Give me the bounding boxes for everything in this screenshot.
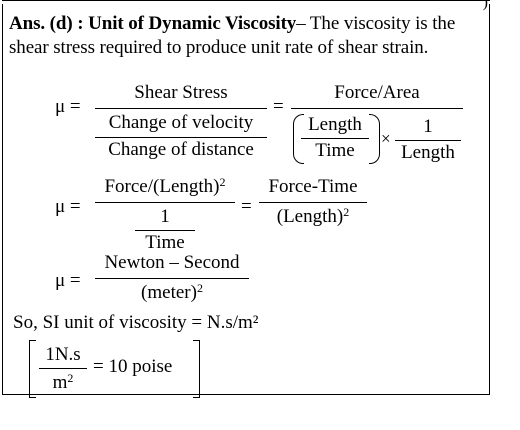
fraction-denominator: m2 [39, 371, 87, 395]
one-label: 1 [423, 116, 433, 137]
fraction-force-area: Force/Area [291, 82, 463, 166]
m-text: m [52, 372, 68, 393]
time-label: Time [145, 232, 185, 253]
fraction-newton-second: Newton – Second (meter)2 [95, 252, 249, 308]
answer-card: Ans. (d) : Unit of Dynamic Viscosity– Th… [2, 4, 490, 398]
velocity-over-distance: Change of velocity Change of distance [95, 112, 267, 162]
fraction-bar [95, 137, 267, 138]
fraction-bar [259, 202, 367, 203]
fraction-bar [301, 138, 369, 139]
exponent: 2 [219, 175, 226, 189]
fraction-denominator: (meter)2 [95, 281, 249, 305]
fraction-bar [291, 108, 463, 109]
fraction-bar [395, 140, 461, 141]
right-bracket [193, 340, 200, 398]
fraction-numerator: 1N.s [45, 344, 81, 365]
length-label: Length [401, 142, 455, 163]
time-label: Time [315, 140, 355, 161]
poise-relation: 1N.s m2 = 10 poise [3, 4, 489, 404]
left-bracket [29, 340, 36, 398]
mu-symbol: μ = [55, 96, 81, 117]
exponent: 2 [343, 205, 350, 219]
equation-1: μ = Shear Stress Change of velocity Chan… [3, 4, 489, 174]
length-paren-text: (Length) [276, 206, 344, 227]
fraction-bar [95, 202, 235, 203]
fraction-bar [39, 368, 87, 369]
one-over-time: 1 Time [135, 206, 195, 254]
fraction-bar [135, 230, 195, 231]
fraction-denominator: (Length)2 [259, 205, 367, 229]
si-unit-line: So, SI unit of viscosity = N.s/m² [13, 312, 259, 333]
fraction-numerator: Newton – Second [104, 252, 240, 273]
equation-2: μ = Force/(Length)2 1 Time = Force-Time … [3, 4, 489, 254]
one-over-length: 1 Length [395, 116, 461, 164]
distance-label: Change of distance [108, 139, 254, 160]
length-label: Length [308, 114, 362, 135]
fraction-numerator: Force/(Length)2 [95, 175, 235, 199]
answer-label: Ans. (d) : Unit of Dynamic Viscosity [9, 13, 297, 34]
corner-fragment: ) [482, 0, 488, 11]
fraction-bar [95, 278, 249, 279]
answer-text: – The viscosity is the shear stress requ… [9, 13, 456, 58]
fraction-force-per-area: Force/(Length)2 1 Time [95, 175, 235, 254]
equals-sign: = [241, 196, 252, 217]
fraction-n-s-per-m2: 1N.s m2 [39, 344, 87, 394]
exponent: 2 [196, 281, 203, 295]
exponent: 2 [67, 371, 74, 385]
mu-symbol: μ = [55, 196, 81, 217]
poise-rhs: = 10 poise [93, 356, 173, 377]
times-sign: × [381, 129, 391, 148]
top-border [2, 0, 490, 5]
fraction-force-time: Force-Time (Length)2 [259, 176, 367, 232]
fraction-numerator: Force/Area [334, 82, 420, 103]
equals-sign: = [273, 96, 284, 117]
fraction-bar [95, 108, 267, 109]
length-over-time: Length Time [301, 114, 369, 162]
meter-paren-text: (meter) [141, 282, 197, 303]
equation-3: μ = Newton – Second (meter)2 [3, 4, 489, 314]
fraction-numerator: Force-Time [268, 176, 358, 197]
one-label: 1 [160, 206, 170, 227]
fraction-shear-over-rate: Shear Stress Change of velocity Change o… [95, 82, 267, 162]
force-per-length-text: Force/(Length) [104, 176, 220, 197]
answer-paragraph: Ans. (d) : Unit of Dynamic Viscosity– Th… [9, 12, 485, 60]
velocity-label: Change of velocity [108, 112, 254, 133]
fraction-numerator: Shear Stress [134, 82, 228, 103]
mu-symbol: μ = [55, 270, 81, 291]
